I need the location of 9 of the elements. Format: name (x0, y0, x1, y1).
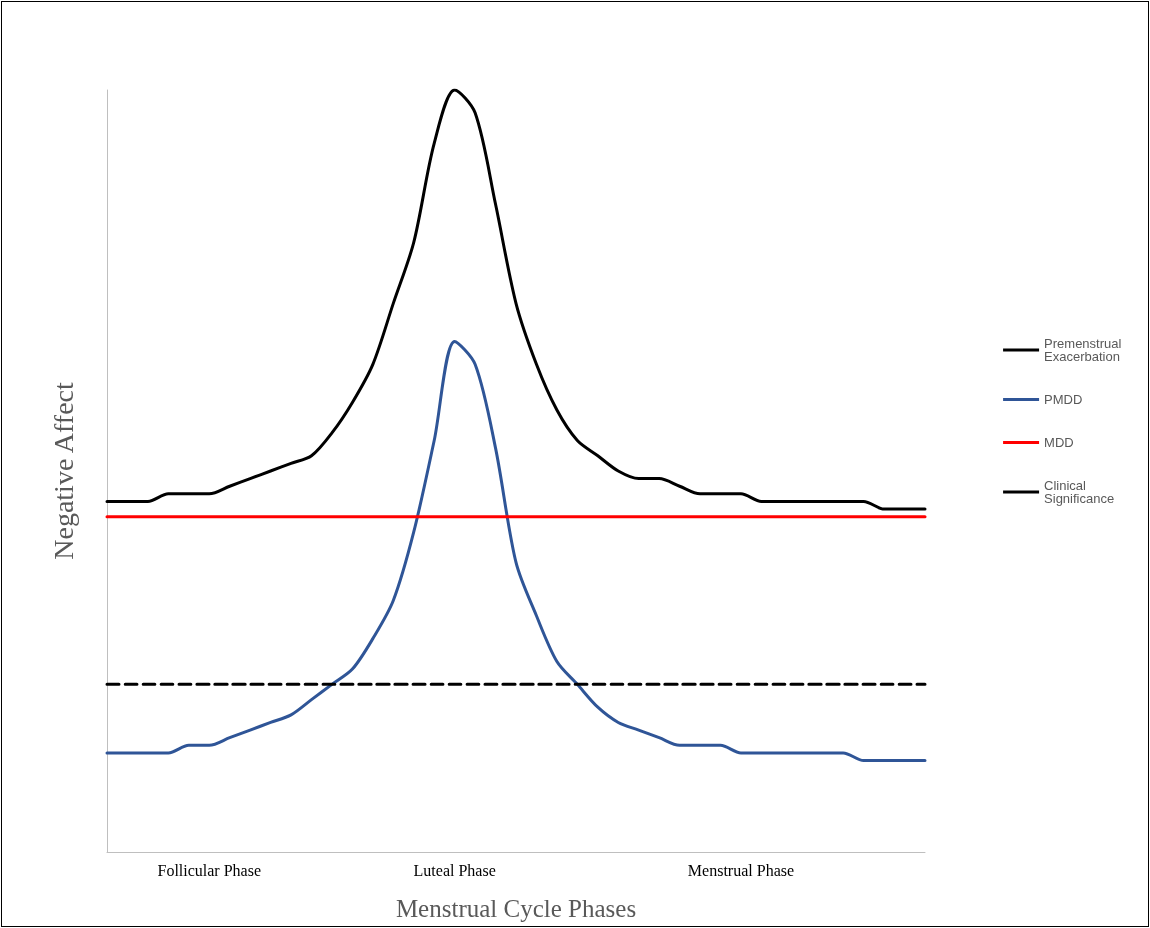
legend-label: Premenstrual Exacerbation (1044, 336, 1125, 364)
x-tick-label: Luteal Phase (413, 861, 496, 879)
x-tick-label: Follicular Phase (157, 861, 262, 879)
x-axis-title: Menstrual Cycle Phases (395, 895, 637, 922)
legend-label: Clinical Significance (1044, 478, 1115, 506)
y-axis-title: Negative Affect (47, 382, 79, 560)
legend-label: PMDD (1044, 392, 1083, 407)
x-tick-label: Menstrual Phase (687, 861, 795, 879)
legend-label: MDD (1044, 435, 1074, 450)
